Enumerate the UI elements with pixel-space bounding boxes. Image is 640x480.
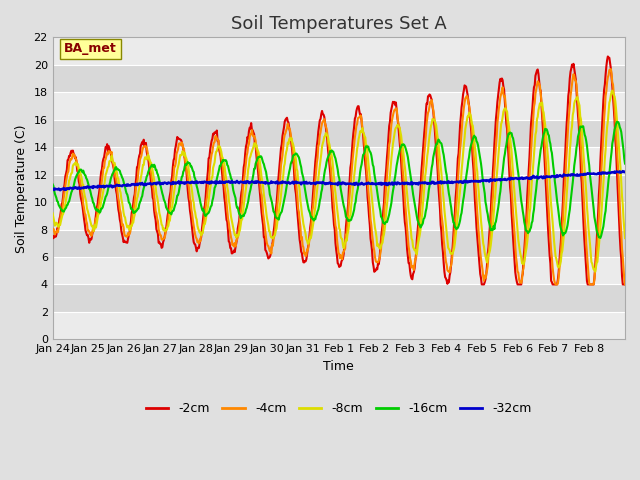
Text: BA_met: BA_met <box>64 42 117 55</box>
Y-axis label: Soil Temperature (C): Soil Temperature (C) <box>15 124 28 252</box>
Bar <box>52 202 625 229</box>
Bar <box>52 65 625 92</box>
Bar <box>52 285 625 312</box>
X-axis label: Time: Time <box>323 360 354 373</box>
Bar <box>52 120 625 147</box>
Title: Soil Temperatures Set A: Soil Temperatures Set A <box>231 15 447 33</box>
Bar <box>52 312 625 339</box>
Bar <box>52 92 625 120</box>
Legend: -2cm, -4cm, -8cm, -16cm, -32cm: -2cm, -4cm, -8cm, -16cm, -32cm <box>141 397 537 420</box>
Bar <box>52 175 625 202</box>
Bar <box>52 37 625 65</box>
Bar <box>52 229 625 257</box>
Bar <box>52 257 625 285</box>
Bar <box>52 147 625 175</box>
